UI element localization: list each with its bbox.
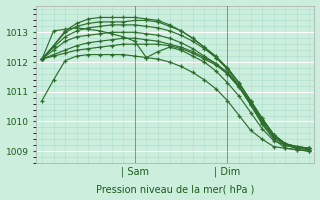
Text: | Sam: | Sam bbox=[121, 167, 149, 177]
Text: | Dim: | Dim bbox=[214, 167, 241, 177]
X-axis label: Pression niveau de la mer( hPa ): Pression niveau de la mer( hPa ) bbox=[96, 184, 254, 194]
